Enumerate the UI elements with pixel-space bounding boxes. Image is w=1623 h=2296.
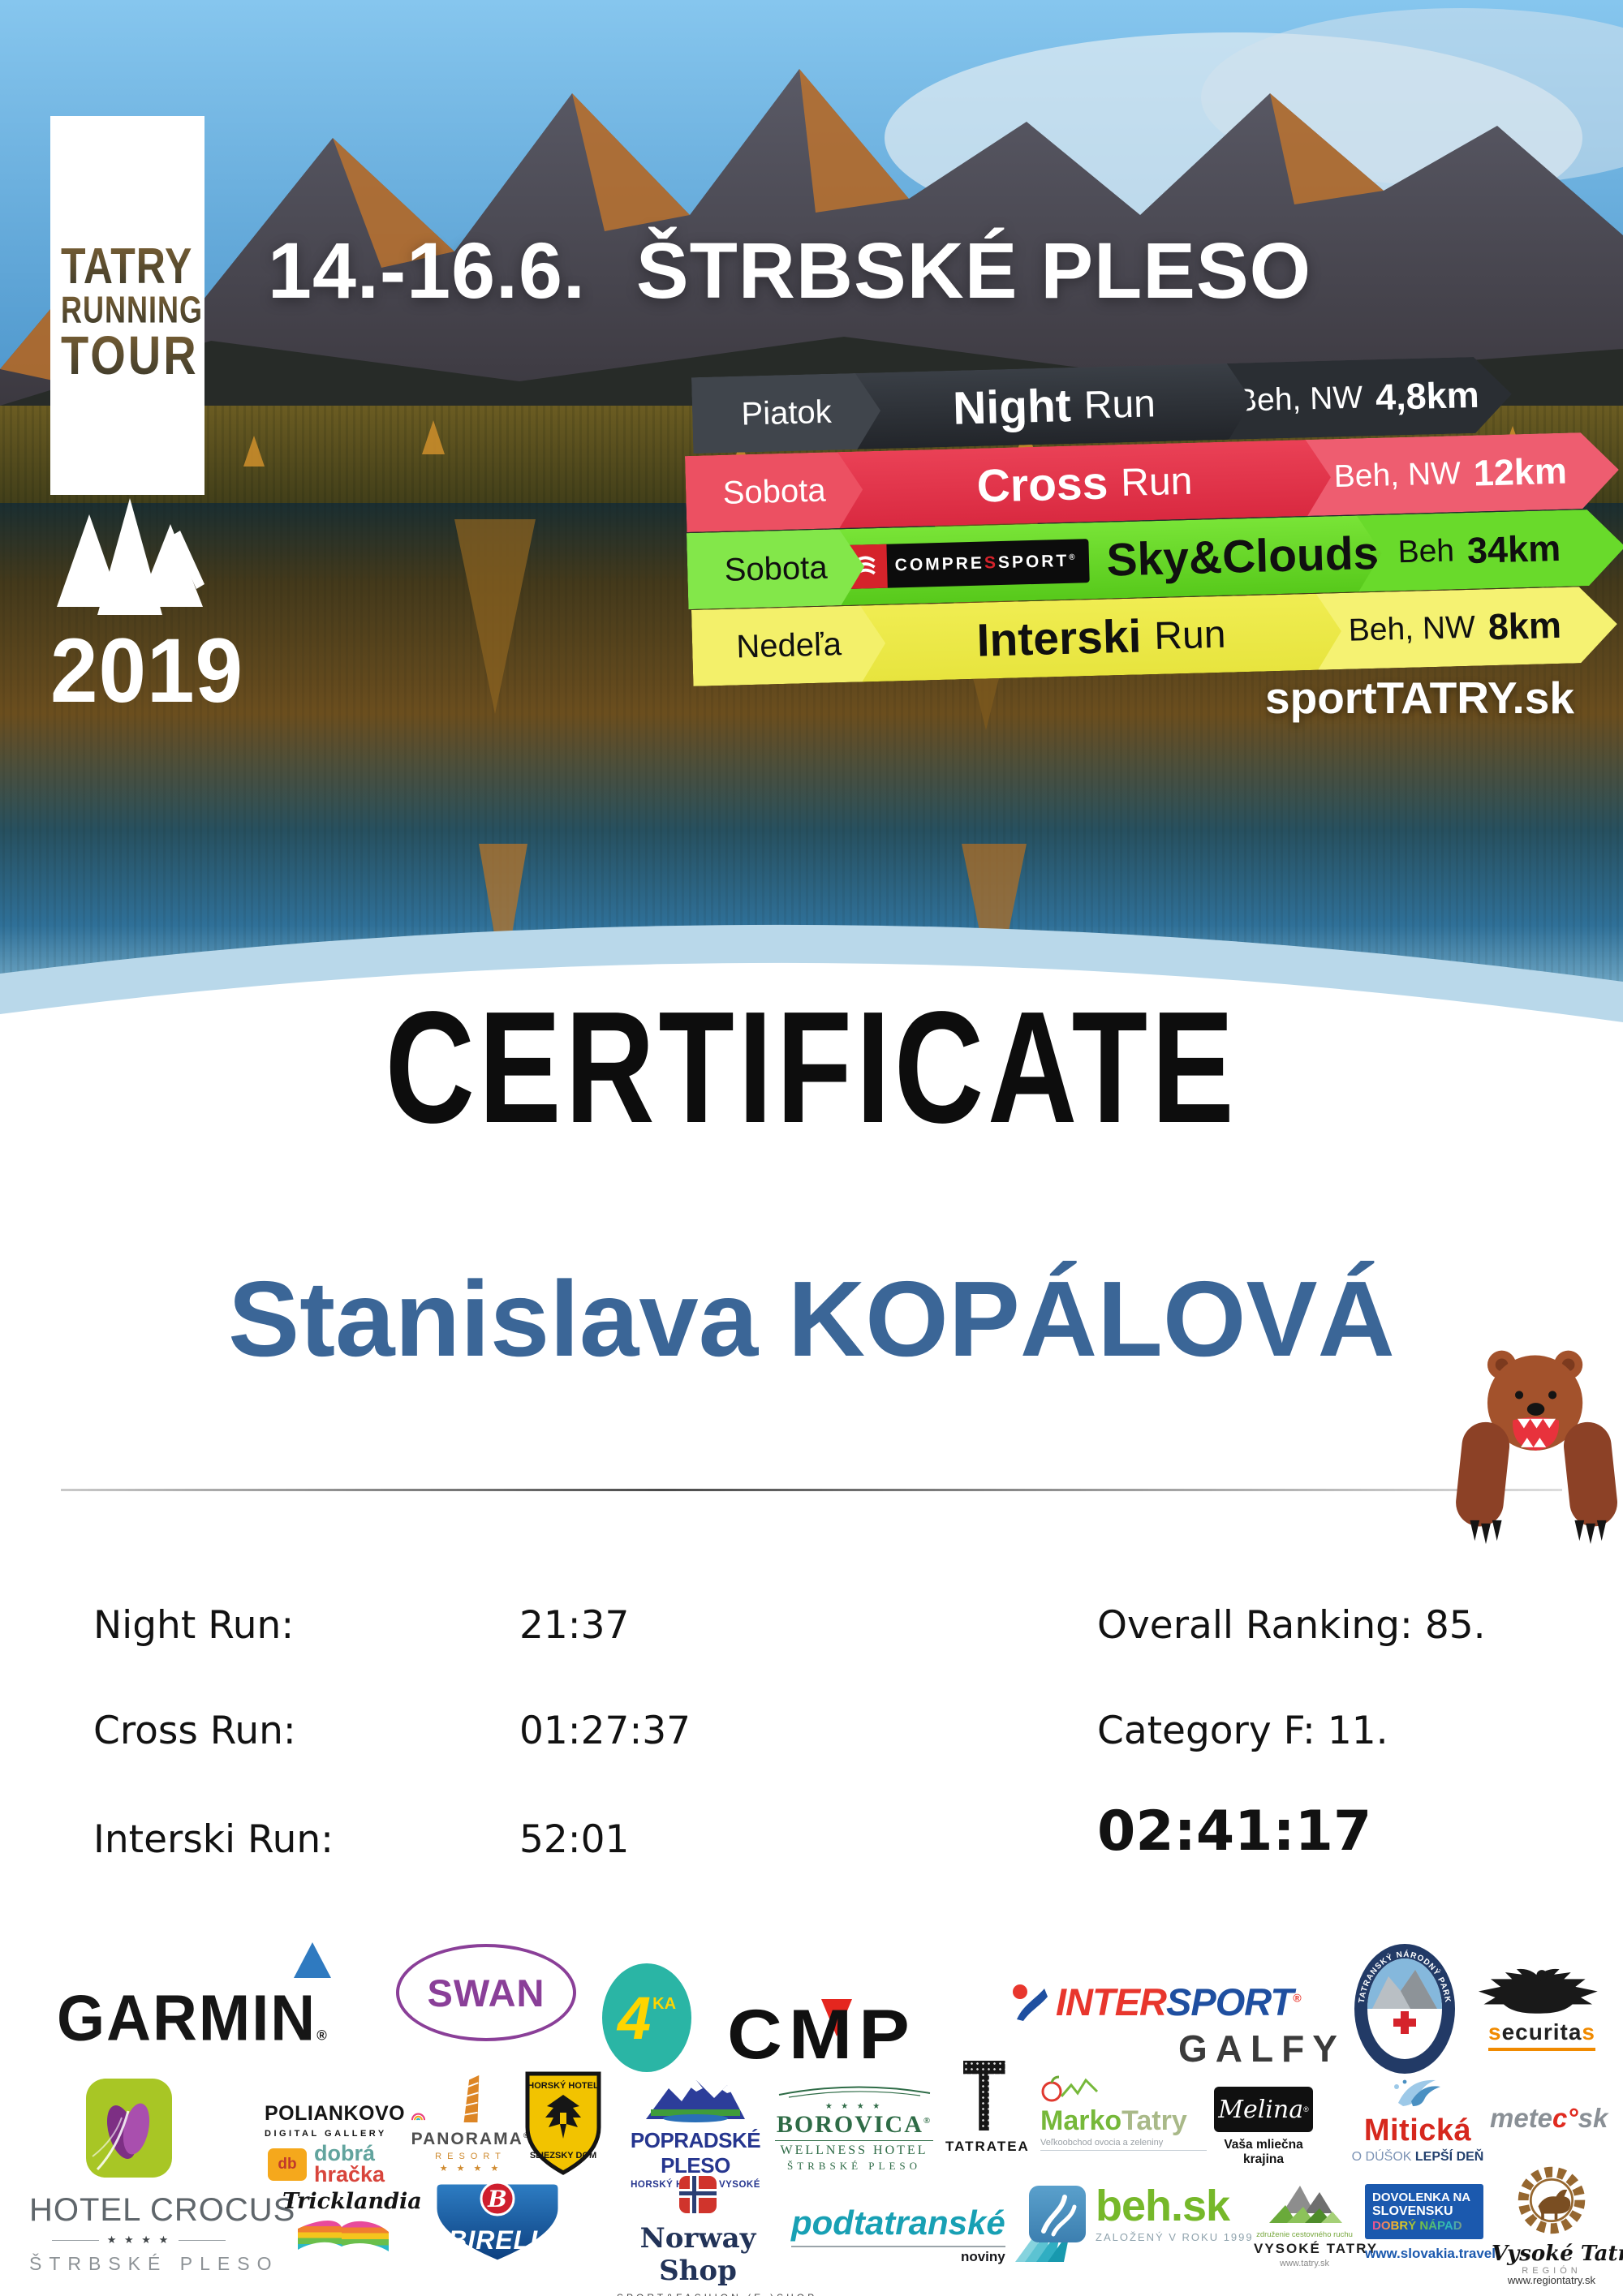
overall-ranking: Overall Ranking: 85. (1097, 1603, 1486, 1648)
panorama-tower-icon (463, 2075, 480, 2122)
svg-text:HORSKÝ HOTEL: HORSKÝ HOTEL (527, 2080, 599, 2091)
svg-text:SLIEZSKY DOM: SLIEZSKY DOM (530, 2151, 596, 2161)
event-date: 14.-16.6. (268, 226, 586, 315)
dobra-hracka-logo: db dobrá hračka (268, 2143, 385, 2185)
split-value-interski-run: 52:01 (519, 1817, 630, 1862)
split-label-cross-run: Cross Run: (93, 1709, 296, 1753)
last-name: KOPÁLOVÁ (787, 1259, 1395, 1378)
interski-run-day: Nedeľa (691, 605, 886, 686)
split-value-cross-run: 01:27:37 (519, 1709, 691, 1753)
birell-logo: B BIRELL (428, 2174, 566, 2272)
compressport-logo: COMPRESSPORT® (842, 539, 1089, 589)
horsky-hotel-sliezsky-dom-shield: HORSKÝ HOTEL SLIEZSKY DOM (521, 2070, 605, 2176)
borovica-hotel-logo: ★ ★ ★ ★ BOROVICA® WELLNESS HOTEL ŠTRBSKÉ… (775, 2085, 933, 2173)
year-label: 2019 (50, 620, 243, 721)
cross-run-info: Beh, NW 12km (1306, 432, 1620, 516)
slovakia-travel-box: DOVOLENKA NA SLOVENSKU DOBRÝ NÁPAD (1365, 2184, 1483, 2239)
slovakia-travel-logo: DOVOLENKA NA SLOVENSKU DOBRÝ NÁPAD www.s… (1365, 2184, 1496, 2262)
securitas-eagle-icon (1478, 1968, 1598, 2014)
securitas-logo: securitas (1474, 1954, 1610, 2051)
first-name: Stanislava (228, 1259, 759, 1378)
intersport-icon (1013, 1984, 1048, 2021)
vysoke-tatry-zdruzenie-logo: združenie cestovného ruchu VYSOKÉ TATRY … (1254, 2181, 1376, 2268)
marko-tatry-apple-icon (1041, 2075, 1099, 2102)
certificate-title: CERTIFICATE (385, 978, 1238, 1156)
tanap-horska-sluzba-emblem: TATRANSKÝ NÁRODNÝ PARK HORSKÁ SLUŽBA (1352, 1941, 1457, 2077)
tatratea-logo: TATRATEA (945, 2061, 1028, 2155)
popradske-pleso-icon (646, 2080, 745, 2122)
sky-clouds-name: COMPRESSPORT® Sky&Clouds (839, 515, 1383, 605)
tricklandia-bow-icon (298, 2220, 389, 2251)
behsk-runner-icon (1029, 2185, 1086, 2242)
crocus-rule-left (51, 2239, 99, 2241)
interski-run-name: Interski Run (860, 593, 1342, 681)
norway-flag-icon (679, 2176, 717, 2213)
hotel-crocus-text: HOTEL CROCUS ★ ★ ★ ★ ŠTRBSKÉ PLESO (29, 2192, 296, 2274)
night-run-day: Piatok (691, 372, 881, 454)
galfy-logo: GALFY (1178, 2027, 1345, 2070)
panorama-resort-logo: PANORAMA® RESORT ★ ★ ★ ★ (410, 2074, 532, 2173)
svg-text:B: B (487, 2186, 507, 2212)
vysoke-tatry-peaks-icon (1268, 2186, 1342, 2223)
ribbon-sky-and-clouds: Sobota COMPRESSPORT® Sky&Clouds Beh 34km (687, 509, 1623, 609)
tricklandia-logo: Tricklandia (282, 2189, 422, 2259)
category-ranking: Category F: 11. (1097, 1709, 1388, 1753)
melina-logo: Melina ® Vaša mliečna krajina (1211, 2087, 1316, 2167)
hotel-crocus-icon (86, 2079, 172, 2178)
interski-run-info: Beh, NW 8km (1316, 586, 1618, 670)
garmin-triangle-icon (294, 1942, 331, 1978)
4ka-logo: 4 KA (602, 1963, 691, 2072)
behsk-logo: beh.sk ZALOŽENÝ V ROKU 1999 (1029, 2184, 1254, 2243)
total-time: 02:41:17 (1097, 1799, 1372, 1864)
miticka-water-icon (1394, 2079, 1440, 2106)
podtatranske-noviny-logo: podtatranské noviny (791, 2204, 1070, 2265)
norway-shop-logo: Norway Shop SPORT&FASHION (E-)SHOP (617, 2176, 814, 2296)
sky-clouds-info: Beh 34km (1357, 509, 1623, 592)
tatratea-ornament-icon (962, 2061, 1005, 2130)
intersport-logo: INTERSPORT® (1010, 1980, 1301, 2024)
split-label-night-run: Night Run: (93, 1603, 295, 1648)
bear-mascot-icon (1456, 1350, 1617, 1545)
cross-run-day: Sobota (685, 451, 863, 532)
divider-line (61, 1489, 1562, 1491)
marko-tatry-logo: MarkoTatry Veľkoobchod ovocia a zeleniny (1040, 2075, 1207, 2151)
tatry-running-tour-logo: TATRY RUNNING TOUR (50, 116, 204, 495)
logo-line-tour: TOUR (61, 327, 204, 383)
split-value-night-run: 21:37 (519, 1603, 630, 1648)
swan-logo: SWAN (396, 1944, 576, 2041)
logo-line-running: RUNNING (61, 287, 203, 331)
night-run-info: Beh, NW 4,8km (1227, 356, 1513, 440)
dobra-hracka-icon: db (268, 2148, 307, 2181)
logo-line-tatry: TATRY (61, 240, 204, 293)
vysoke-tatry-region-logo: Vysoké Tatry REGIÓN www.regiontatry.sk (1492, 2165, 1623, 2286)
participant-name: Stanislava KOPÁLOVÁ (0, 1245, 1623, 1395)
garmin-logo: GARMIN® (57, 1942, 414, 2054)
event-title: 14.-16.6. ŠTRBSKÉ PLESO (268, 226, 1615, 316)
crocus-rule-right (179, 2239, 226, 2241)
event-location: ŠTRBSKÉ PLESO (635, 226, 1312, 315)
borovica-swoosh-icon (778, 2086, 930, 2098)
poliankovo-logo: POLIANKOVO DIGITAL GALLERY (265, 2100, 427, 2139)
vysoke-tatry-region-sun-icon (1518, 2166, 1586, 2234)
sky-clouds-day: Sobota (687, 528, 865, 609)
website-label: sportTATRY.sk (1265, 673, 1574, 723)
cross-run-name: Cross Run (837, 439, 1332, 528)
split-label-interski-run: Interski Run: (93, 1817, 334, 1862)
poliankovo-arcs-icon (411, 2113, 426, 2121)
cmp-logo: CMP (727, 1994, 916, 2074)
miticka-logo: Mitická O DÚŠOK LEPŠÍ DEŇ (1349, 2074, 1487, 2165)
logo-mountain-peaks-icon (57, 498, 204, 615)
meteo-sk-logo: metec°sk (1490, 2103, 1608, 2133)
svg-text:BIRELL: BIRELL (448, 2225, 547, 2255)
night-run-name: Night Run (855, 363, 1253, 449)
